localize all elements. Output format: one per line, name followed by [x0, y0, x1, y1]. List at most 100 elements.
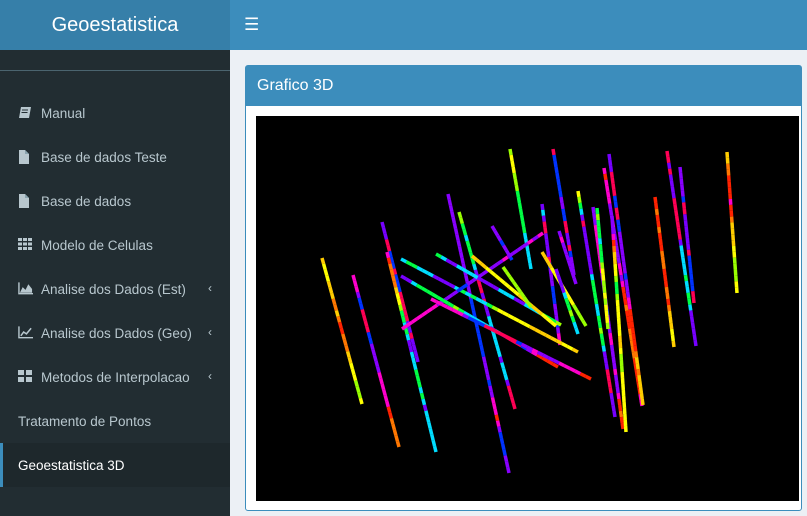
- drillhole-segment: [455, 264, 463, 271]
- drillhole-segment: [349, 362, 355, 370]
- drillhole-segment: [431, 292, 439, 299]
- app-logo[interactable]: Geoestatistica: [0, 0, 230, 50]
- drillhole-segment: [492, 402, 497, 410]
- drillhole-segment: [466, 279, 474, 286]
- drillhole-segment: [689, 273, 694, 280]
- drillhole-segment: [470, 254, 478, 262]
- sidebar-item-manual[interactable]: Manual: [0, 91, 230, 135]
- drillhole-segment: [678, 239, 683, 246]
- drillhole-segment: [398, 304, 404, 312]
- drillhole-segment: [625, 310, 630, 318]
- drillhole-segment: [621, 286, 626, 294]
- drillhole-segment: [485, 373, 491, 381]
- drillhole-segment: [453, 228, 459, 236]
- drillhole-segment: [580, 214, 585, 222]
- drillhole-segment: [566, 303, 572, 311]
- drillhole-segment: [536, 231, 544, 238]
- drillhole-28: [554, 268, 580, 335]
- drillhole-segment: [435, 300, 443, 306]
- drillhole-plot[interactable]: [256, 116, 799, 501]
- drillhole-segment: [328, 286, 334, 294]
- sidebar-item-metodos-interpolacao[interactable]: Metodos de Interpolacao ‹: [0, 355, 230, 399]
- sidebar-item-label: Base de dados Teste: [41, 149, 167, 165]
- drillhole-segment: [476, 333, 482, 340]
- sidebar-item-modelo-de-celulas[interactable]: Modelo de Celulas: [0, 223, 230, 267]
- drillhole-segment: [502, 290, 510, 297]
- drillhole-segment: [684, 231, 690, 239]
- drillhole-segment: [401, 303, 407, 310]
- drillhole-segment: [488, 385, 493, 392]
- drillhole-segment: [683, 220, 688, 227]
- drillhole-22: [400, 257, 579, 354]
- drillhole-segment: [321, 263, 327, 271]
- drillhole-segment: [606, 375, 611, 382]
- drillhole-segment: [458, 251, 464, 259]
- drillhole-segment: [578, 314, 585, 322]
- drillhole-segment: [691, 296, 696, 304]
- sidebar-item-tratamento-pontos[interactable]: Tratamento de Pontos: [0, 399, 230, 443]
- drillhole-segment: [355, 386, 361, 393]
- drillhole-segment: [519, 290, 526, 299]
- th-large-icon: [18, 370, 33, 384]
- drillhole-segment: [354, 286, 360, 293]
- drillhole-segment: [504, 334, 512, 341]
- plot-3d-canvas[interactable]: [256, 116, 799, 501]
- drillhole-segment: [409, 351, 415, 359]
- drillhole-segment: [399, 297, 405, 305]
- drillhole-segment: [598, 327, 604, 335]
- drillhole-segment: [498, 356, 504, 364]
- drillhole-segment: [462, 313, 470, 320]
- drillhole-segment: [411, 317, 419, 324]
- drillhole-segment: [411, 357, 417, 365]
- drillhole-segment: [574, 369, 582, 376]
- drillhole-segment: [680, 184, 685, 191]
- drillhole-segment: [366, 331, 372, 339]
- drillhole-segment: [493, 229, 500, 237]
- drillhole-segment: [320, 257, 326, 265]
- drillhole-segment: [510, 160, 515, 168]
- drillhole-segment: [683, 274, 689, 282]
- drillhole-segment: [478, 338, 483, 346]
- drillhole-segment: [617, 231, 623, 238]
- sidebar-item-analise-dados-geo[interactable]: Analise dos Dados (Geo) ‹: [0, 311, 230, 355]
- drillhole-segment: [595, 236, 600, 244]
- sidebar-item-base-de-dados-teste[interactable]: Base de dados Teste: [0, 135, 230, 179]
- sidebar-item-geoestatistica-3d[interactable]: Geoestatistica 3D: [0, 443, 230, 487]
- drillhole-segment: [341, 333, 347, 341]
- drillhole-segment: [570, 315, 576, 323]
- drillhole-segment: [512, 316, 520, 323]
- drillhole-segment: [550, 336, 558, 343]
- drillhole-segment: [500, 362, 506, 369]
- drillhole-segment: [513, 178, 519, 186]
- drillhole-segment: [492, 285, 500, 292]
- drillhole-segment: [445, 258, 453, 265]
- drillhole-segment: [638, 380, 643, 388]
- drillhole-segment: [404, 328, 409, 335]
- drillhole-segment: [568, 298, 575, 306]
- drillhole-segment: [487, 282, 495, 289]
- drillhole-segment: [424, 410, 430, 418]
- drillhole-segment: [601, 280, 606, 287]
- drillhole-segment: [426, 306, 434, 314]
- sidebar-item-analise-dados-est[interactable]: Analise dos Dados (Est) ‹: [0, 267, 230, 311]
- drillhole-segment: [394, 435, 400, 442]
- drillhole-segment: [448, 205, 454, 212]
- hamburger-icon[interactable]: ☰: [244, 15, 260, 34]
- drillhole-segment: [614, 245, 620, 252]
- drillhole-segment: [507, 313, 515, 320]
- sidebar-item-base-de-dados[interactable]: Base de dados: [0, 179, 230, 223]
- drillhole-segment: [392, 280, 398, 288]
- drillhole-segment: [431, 439, 437, 447]
- drillhole-segment: [631, 333, 636, 340]
- drillhole-segment: [592, 212, 597, 220]
- drillhole-segment: [422, 404, 428, 412]
- drillhole-segment: [499, 239, 505, 247]
- drillhole-24: [435, 252, 562, 327]
- drillhole-segment: [490, 397, 496, 404]
- drillhole-segment: [410, 263, 418, 270]
- drillhole-segment: [594, 303, 600, 311]
- chevron-left-icon: ‹: [208, 325, 212, 339]
- drillhole-segment: [618, 404, 623, 412]
- drillhole-segment: [391, 423, 397, 431]
- drillhole-segment: [392, 429, 398, 436]
